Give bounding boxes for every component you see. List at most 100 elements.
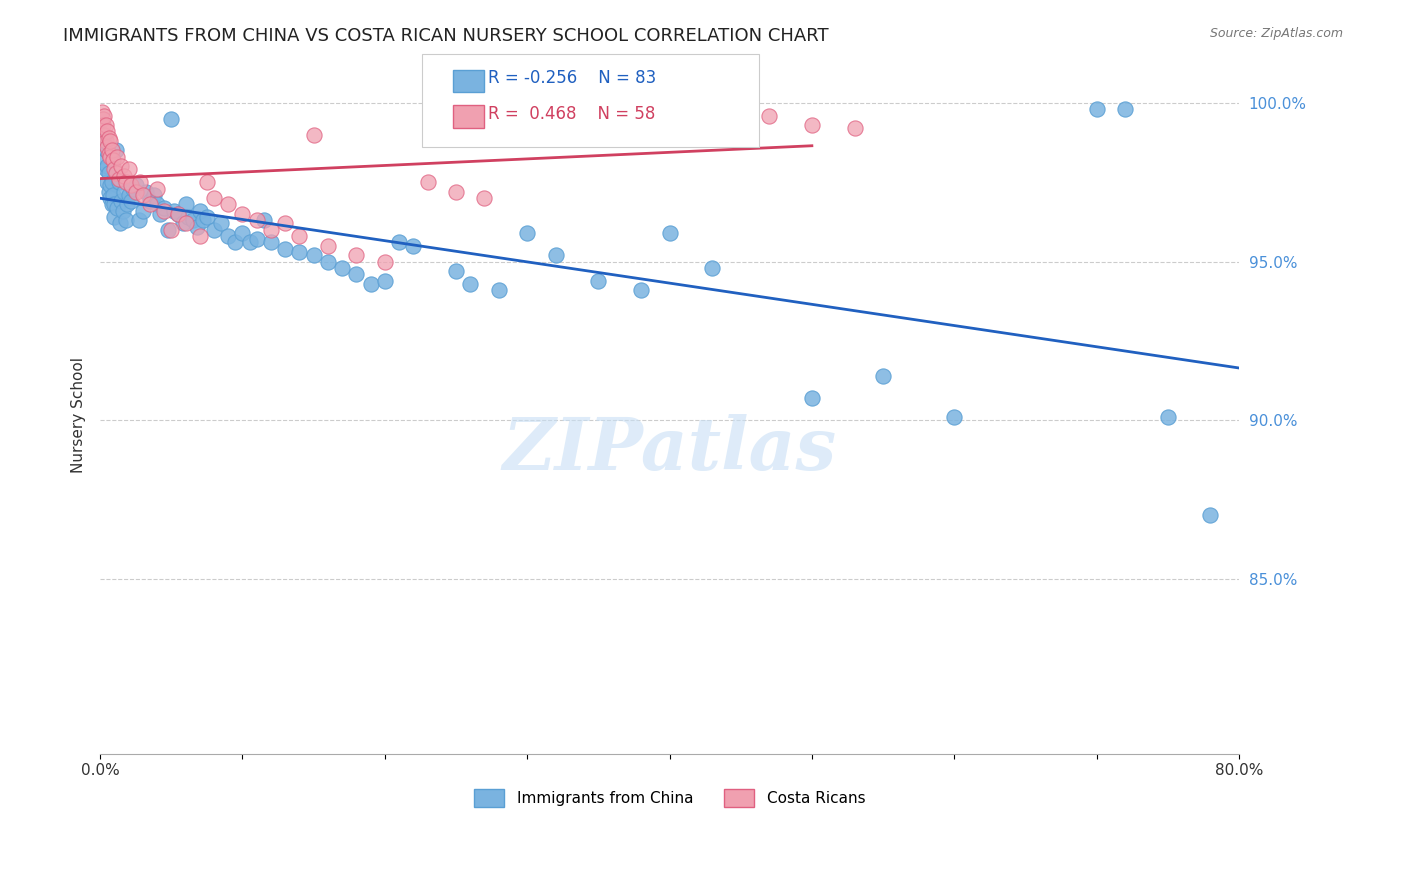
Point [1085,102,1108,116]
Point [110,159,132,173]
Point [202,191,225,205]
Point [630,283,652,297]
Point [260,223,283,237]
Point [132,187,155,202]
Point [96,140,118,154]
Point [98,178,121,193]
Point [502,102,524,116]
Point [344,267,367,281]
Point [231,226,253,240]
Point [97,166,120,180]
Point [98,191,121,205]
Point [111,203,134,218]
Point [174,217,197,231]
Point [195,210,218,224]
Point [96,124,118,138]
Point [658,226,681,240]
Point [246,232,269,246]
Point [104,144,127,158]
Point [174,197,197,211]
Legend: Immigrants from China, Costa Ricans: Immigrants from China, Costa Ricans [468,782,872,814]
Point [91,118,114,132]
Point [800,118,823,132]
Point [101,187,124,202]
Point [302,128,325,142]
Point [103,210,125,224]
Point [125,178,148,193]
Point [181,213,204,227]
Point [105,201,128,215]
Point [374,254,396,268]
Point [1114,102,1136,116]
Point [172,217,194,231]
Point [167,207,190,221]
Point [149,207,172,221]
Point [97,146,120,161]
Point [90,105,112,120]
Point [330,260,353,275]
Point [458,277,481,291]
Point [186,219,208,234]
Point [302,248,325,262]
Point [146,181,169,195]
Point [416,175,439,189]
Point [115,197,138,211]
Point [122,181,145,195]
Point [402,238,425,252]
Point [544,248,567,262]
Point [93,153,115,167]
Point [107,175,129,189]
Point [800,391,823,405]
Point [160,223,183,237]
Text: R =  0.468    N = 58: R = 0.468 N = 58 [488,105,655,123]
Point [316,238,339,252]
Point [98,150,121,164]
Point [114,175,136,189]
Point [943,410,966,425]
Point [157,223,180,237]
Point [94,144,117,158]
Text: ZIPatlas: ZIPatlas [502,414,837,484]
Point [160,112,183,126]
Point [167,207,190,221]
Point [188,203,211,218]
Point [108,217,131,231]
Point [107,172,129,186]
Point [132,203,155,218]
Point [844,121,866,136]
Point [110,194,132,209]
Point [97,185,120,199]
Point [177,210,200,224]
Point [758,109,780,123]
Point [253,213,276,227]
Point [143,187,166,202]
Point [231,207,253,221]
Point [1199,508,1222,523]
Point [1157,410,1180,425]
Point [135,185,157,199]
Point [101,153,124,167]
Text: Source: ZipAtlas.com: Source: ZipAtlas.com [1209,27,1343,40]
Point [288,229,311,244]
Point [93,128,115,142]
Point [100,144,122,158]
Point [588,274,610,288]
Point [100,197,122,211]
Point [260,235,283,250]
Point [702,260,724,275]
Point [120,194,142,209]
Point [114,213,136,227]
Point [96,175,118,189]
Point [572,112,595,126]
Point [117,162,139,177]
Point [288,245,311,260]
Point [94,134,117,148]
Point [239,235,262,250]
Point [112,169,135,183]
Text: IMMIGRANTS FROM CHINA VS COSTA RICAN NURSERY SCHOOL CORRELATION CHART: IMMIGRANTS FROM CHINA VS COSTA RICAN NUR… [63,27,830,45]
Point [516,226,538,240]
Point [217,229,239,244]
Point [246,213,269,227]
Point [103,162,125,177]
Point [374,274,396,288]
